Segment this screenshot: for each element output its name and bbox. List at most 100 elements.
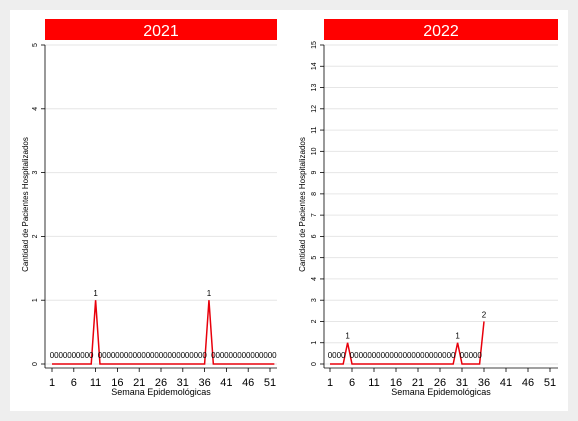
y-tick-label: 4 [32,107,39,111]
data-label: 0 [433,351,438,360]
series-line [52,300,275,365]
data-label: 0 [198,351,203,360]
y-tick-label: 3 [311,298,318,302]
data-label: 0 [438,351,443,360]
y-axis-title: Cantidad de Pacientes Hospitalizados [298,137,307,272]
data-label: 0 [407,351,412,360]
data-label: 1 [207,289,212,298]
data-label: 0 [141,351,146,360]
x-tick-label: 41 [220,377,232,389]
y-tick-label: 11 [311,126,318,133]
x-tick-label: 11 [368,377,379,389]
x-tick-label: 6 [71,377,77,389]
y-tick-label: 0 [311,362,318,366]
data-label: 0 [229,351,234,360]
x-tick-label: 6 [349,377,355,389]
data-label: 0 [385,351,390,360]
data-label: 0 [163,351,168,360]
data-label: 0 [202,351,207,360]
data-label: 0 [255,351,260,360]
data-label: 0 [272,351,277,360]
x-tick-label: 26 [155,377,167,389]
data-label: 0 [154,351,159,360]
data-label: 0 [268,351,273,360]
data-label: 0 [98,351,103,360]
data-label: 0 [54,351,59,360]
data-label: 0 [354,351,359,360]
y-tick-label: 10 [311,147,318,155]
y-tick-label: 7 [311,213,318,217]
x-tick-label: 51 [264,377,276,389]
data-label: 1 [455,332,460,341]
data-label: 0 [411,351,416,360]
x-tick-label: 31 [177,377,189,389]
data-label: 0 [185,351,190,360]
x-tick-label: 36 [478,377,490,389]
y-tick-label: 2 [311,319,318,323]
x-axis-title: Semana Epidemológicas [111,387,211,397]
data-label: 0 [416,351,421,360]
data-label: 2 [482,310,487,319]
data-label: 0 [194,351,199,360]
y-tick-label: 1 [311,341,318,345]
data-label: 0 [242,351,247,360]
y-tick-label: 6 [311,234,318,238]
data-label: 0 [106,351,111,360]
data-label: 0 [341,351,346,360]
data-label: 0 [363,351,368,360]
data-label: 0 [332,351,337,360]
data-label: 0 [72,351,77,360]
data-label: 0 [460,351,465,360]
panel-background [291,14,563,407]
data-label: 0 [398,351,403,360]
x-tick-label: 46 [522,377,534,389]
x-tick-label: 46 [242,377,254,389]
y-tick-label: 3 [32,171,39,175]
data-label: 0 [425,351,430,360]
data-label: 0 [420,351,425,360]
x-tick-label: 16 [111,377,123,389]
y-tick-label: 12 [311,105,318,113]
y-tick-label: 5 [32,43,39,47]
data-label: 0 [172,351,177,360]
data-label: 0 [224,351,229,360]
data-label: 0 [146,351,151,360]
x-tick-label: 1 [327,377,333,389]
data-label: 0 [120,351,125,360]
data-label: 0 [442,351,447,360]
data-label: 0 [80,351,85,360]
data-label: 0 [111,351,116,360]
y-tick-label: 14 [311,62,318,70]
data-label: 0 [350,351,355,360]
data-label: 0 [263,351,268,360]
data-label: 0 [477,351,482,360]
y-tick-label: 1 [32,298,39,302]
data-label: 0 [367,351,372,360]
y-tick-label: 8 [311,192,318,196]
x-tick-label: 51 [544,377,556,389]
data-label: 0 [394,351,399,360]
data-label: 0 [167,351,172,360]
data-label: 0 [181,351,186,360]
data-label: 0 [237,351,242,360]
panel-title: 2022 [423,23,459,40]
data-label: 0 [473,351,478,360]
data-label: 0 [246,351,251,360]
x-axis-title: Semana Epidemológicas [391,387,491,397]
x-tick-label: 41 [500,377,512,389]
y-tick-label: 15 [311,41,318,49]
data-label: 0 [464,351,469,360]
data-label: 1 [345,332,350,341]
x-tick-label: 1 [49,377,55,389]
data-label: 0 [372,351,377,360]
data-label: 0 [250,351,255,360]
x-tick-label: 21 [133,377,145,389]
data-label: 0 [128,351,133,360]
title-band [324,19,558,40]
series-line [330,321,485,365]
data-label: 0 [159,351,164,360]
x-tick-label: 31 [456,377,468,389]
panel-title: 2021 [143,23,179,40]
y-tick-label: 13 [311,84,318,92]
